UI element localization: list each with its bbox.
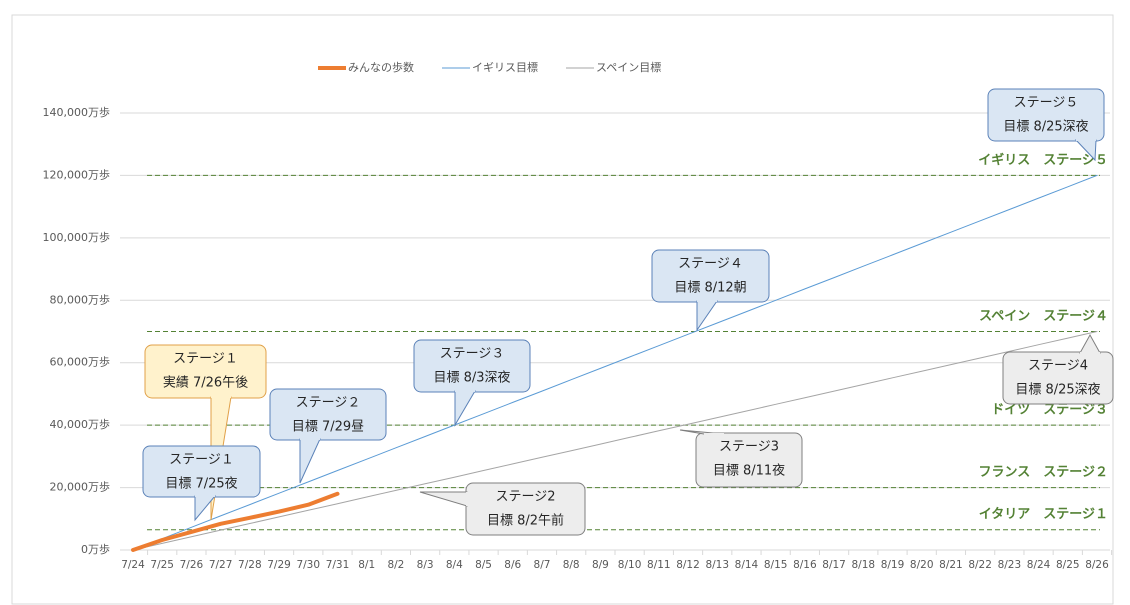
series-line <box>131 491 340 552</box>
x-tick-label: 8/1 <box>358 559 375 571</box>
x-tick-label: 8/4 <box>446 559 463 571</box>
x-tick-label: 8/26 <box>1085 559 1109 571</box>
x-tick-label: 7/30 <box>296 559 320 571</box>
callout-text: 目標 7/29昼 <box>292 420 364 435</box>
x-tick-label: 8/15 <box>764 559 788 571</box>
callout-text: ステージ2 <box>495 490 555 505</box>
reference-label: イタリア ステージ１ <box>979 507 1108 522</box>
series-line <box>132 174 1098 551</box>
x-tick-label: 8/12 <box>676 559 700 571</box>
callout-text: 目標 8/11夜 <box>713 464 785 479</box>
x-tick-label: 8/24 <box>1027 559 1051 571</box>
callout-text: 実績 7/26午後 <box>163 375 248 391</box>
x-tick-label: 8/25 <box>1056 559 1080 571</box>
x-tick-label: 8/14 <box>735 559 759 571</box>
callout-text: 目標 8/12朝 <box>674 281 746 296</box>
callout-text: ステージ５ <box>1014 96 1079 111</box>
x-tick-label: 8/7 <box>534 559 551 571</box>
x-tick-label: 7/25 <box>150 559 174 571</box>
callout-text: ステージ１ <box>169 453 234 468</box>
y-tick-label: 20,000万歩 <box>50 480 111 494</box>
callout-text: 目標 8/25深夜 <box>1015 383 1100 398</box>
y-tick-label: 120,000万歩 <box>43 167 111 181</box>
x-tick-label: 8/6 <box>504 559 521 571</box>
y-tick-label: 40,000万歩 <box>50 417 111 431</box>
x-tick-label: 8/8 <box>563 559 580 571</box>
legend-label: スペイン目標 <box>596 60 661 74</box>
x-tick-label: 8/22 <box>968 559 992 571</box>
series-line <box>132 331 1098 551</box>
callout-text: 目標 8/25深夜 <box>1003 120 1088 135</box>
y-tick-label: 0万歩 <box>81 542 110 556</box>
x-tick-label: 8/2 <box>387 559 404 571</box>
x-tick-label: 7/27 <box>209 559 233 571</box>
legend-label: イギリス目標 <box>472 60 538 74</box>
callout-box <box>465 482 586 536</box>
x-tick-label: 8/16 <box>793 559 817 571</box>
x-tick-label: 7/28 <box>238 559 262 571</box>
x-tick-label: 8/5 <box>475 559 492 571</box>
y-tick-label: 140,000万歩 <box>43 105 111 119</box>
reference-label: イギリス ステージ５ <box>978 152 1108 168</box>
callout-text: 目標 8/3深夜 <box>433 371 510 386</box>
callout-box <box>987 88 1105 142</box>
callout-box <box>695 432 803 488</box>
x-tick-label: 8/21 <box>939 559 963 571</box>
x-tick-label: 8/17 <box>822 559 846 571</box>
legend-label: みんなの歩数 <box>348 60 414 74</box>
y-tick-label: 60,000万歩 <box>50 355 111 369</box>
x-tick-label: 8/19 <box>881 559 905 571</box>
x-tick-label: 8/18 <box>852 559 876 571</box>
x-tick-label: 8/23 <box>998 559 1022 571</box>
callout-text: ステージ3 <box>719 440 779 455</box>
callout-box <box>144 344 267 399</box>
x-tick-label: 8/9 <box>592 559 609 571</box>
callout-box <box>1002 351 1114 405</box>
x-tick-label: 7/29 <box>267 559 291 571</box>
y-tick-label: 100,000万歩 <box>43 230 111 244</box>
x-tick-label: 7/26 <box>180 559 204 571</box>
x-tick-label: 7/24 <box>121 559 145 571</box>
callout-box <box>269 388 387 441</box>
callout-text: ステージ１ <box>173 352 238 367</box>
callout-text: ステージ２ <box>296 396 361 411</box>
reference-label: スペイン ステージ４ <box>979 309 1108 324</box>
reference-label: フランス ステージ２ <box>979 465 1108 480</box>
y-tick-label: 80,000万歩 <box>50 292 111 306</box>
x-tick-label: 8/10 <box>618 559 642 571</box>
callout-text: 目標 8/2午前 <box>487 513 564 529</box>
callout-text: ステージ３ <box>440 347 505 362</box>
callout-text: 目標 7/25夜 <box>165 477 237 492</box>
x-tick-label: 8/13 <box>705 559 729 571</box>
x-tick-label: 7/31 <box>326 559 350 571</box>
reference-label: ドイツ ステージ３ <box>991 403 1108 418</box>
x-tick-label: 8/20 <box>910 559 934 571</box>
callout-text: ステージ4 <box>1028 359 1088 374</box>
x-tick-label: 8/3 <box>417 559 434 571</box>
callout-text: ステージ４ <box>678 257 743 272</box>
x-tick-label: 8/11 <box>647 559 671 571</box>
